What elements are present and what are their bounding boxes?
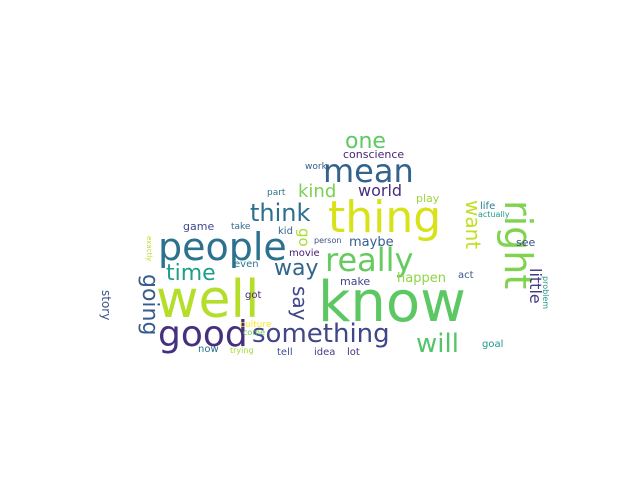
word-lot: lot <box>347 347 360 358</box>
word-one: one <box>345 129 386 154</box>
word-think: think <box>250 199 311 227</box>
word-kind: kind <box>298 181 336 202</box>
word-go: go <box>295 228 313 247</box>
word-play: play <box>416 192 440 205</box>
word-time: time <box>166 261 216 286</box>
word-want: want <box>461 200 485 249</box>
word-thing: thing <box>328 192 441 243</box>
word-part: part <box>267 188 286 198</box>
word-will: will <box>416 329 459 359</box>
word-movie: movie <box>289 248 320 259</box>
word-cloud-words: know well thing people good right mean really so… <box>99 129 550 359</box>
word-tell: tell <box>277 347 293 358</box>
word-game: game <box>183 220 214 233</box>
word-culture: culture <box>240 320 272 330</box>
word-know: know <box>318 270 466 335</box>
word-got: got <box>245 290 261 301</box>
word-say: say <box>288 286 312 321</box>
word-story: story <box>99 290 113 320</box>
word-come: come <box>243 328 265 337</box>
word-actually: actually <box>478 210 510 219</box>
word-idea: idea <box>314 347 335 358</box>
word-act: act <box>458 270 474 281</box>
word-world: world <box>358 181 402 200</box>
word-really: really <box>325 241 413 279</box>
word-take: take <box>231 222 251 232</box>
word-make: make <box>340 275 370 288</box>
word-little: little <box>526 268 545 304</box>
word-trying: trying <box>230 346 254 355</box>
word-even: even <box>234 259 259 270</box>
word-right: right <box>496 200 540 289</box>
word-well: well <box>156 270 259 330</box>
word-something: something <box>252 319 390 349</box>
word-people: people <box>158 225 287 269</box>
word-see: see <box>516 236 535 249</box>
word-life: life <box>480 201 495 212</box>
word-problem: problem <box>541 276 550 309</box>
word-person: person <box>314 236 341 245</box>
word-going: going <box>137 274 162 335</box>
word-exactly: exactly <box>145 236 153 261</box>
word-happen: happen <box>397 271 446 286</box>
word-work: work <box>305 162 328 172</box>
word-way: way <box>274 256 319 281</box>
word-maybe: maybe <box>349 235 394 250</box>
word-mean: mean <box>323 152 414 190</box>
word-goal: goal <box>482 339 503 350</box>
word-conscience: conscience <box>343 148 404 161</box>
word-kid: kid <box>278 226 293 237</box>
word-good: good <box>158 314 248 355</box>
word-now: now <box>198 344 219 355</box>
